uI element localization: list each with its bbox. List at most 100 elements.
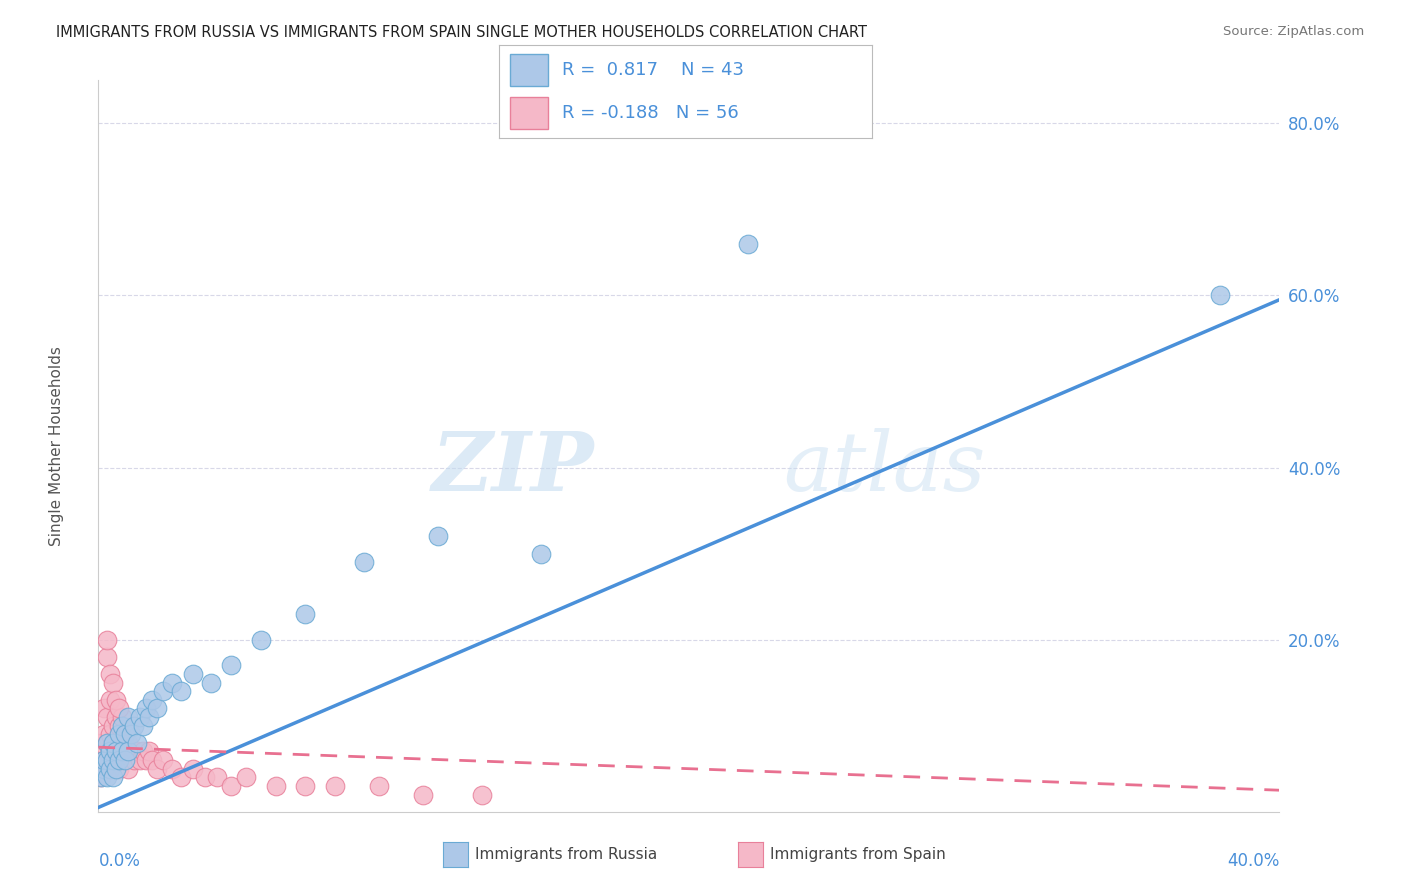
Point [98, 744, 121, 758]
Point [181, 762, 204, 776]
Text: R = -0.188   N = 56: R = -0.188 N = 56 [562, 104, 740, 122]
Point [141, 693, 163, 707]
Point [111, 719, 134, 733]
Point [105, 762, 128, 776]
Point [114, 736, 136, 750]
Point [205, 770, 228, 784]
Text: ZIP: ZIP [432, 428, 595, 508]
Point [135, 701, 157, 715]
Point [117, 710, 139, 724]
Point [90, 770, 112, 784]
Point [108, 719, 131, 733]
Point [98, 693, 121, 707]
Point [105, 736, 128, 750]
Point [294, 779, 316, 793]
Point [117, 762, 139, 776]
Point [353, 555, 375, 569]
Point [98, 762, 121, 776]
Point [114, 753, 136, 767]
Point [152, 684, 174, 698]
Point [128, 710, 150, 724]
Point [103, 753, 125, 767]
Point [138, 744, 160, 758]
Point [111, 736, 134, 750]
FancyBboxPatch shape [510, 54, 547, 86]
Point [105, 753, 128, 767]
Point [103, 762, 125, 776]
Point [170, 770, 193, 784]
Point [146, 701, 169, 715]
Point [132, 719, 155, 733]
FancyBboxPatch shape [510, 97, 547, 129]
Point [108, 762, 131, 776]
Point [125, 744, 148, 758]
Text: Source: ZipAtlas.com: Source: ZipAtlas.com [1223, 25, 1364, 38]
Point [108, 753, 131, 767]
Point [93, 701, 115, 715]
Point [737, 236, 759, 251]
Point [530, 547, 553, 561]
Text: 40.0%: 40.0% [1227, 852, 1279, 870]
Point [96, 762, 118, 776]
Text: atlas: atlas [783, 428, 986, 508]
Point [103, 719, 125, 733]
Text: IMMIGRANTS FROM RUSSIA VS IMMIGRANTS FROM SPAIN SINGLE MOTHER HOUSEHOLDS CORRELA: IMMIGRANTS FROM RUSSIA VS IMMIGRANTS FRO… [56, 25, 868, 40]
Point [162, 675, 183, 690]
Point [98, 753, 121, 767]
Point [93, 762, 115, 776]
Text: Single Mother Households: Single Mother Households [49, 346, 63, 546]
Text: 0.0%: 0.0% [98, 852, 141, 870]
Point [93, 753, 115, 767]
Point [103, 736, 125, 750]
Text: Immigrants from Spain: Immigrants from Spain [770, 847, 946, 862]
Point [412, 788, 434, 802]
Point [323, 779, 346, 793]
Point [117, 736, 139, 750]
Point [181, 667, 204, 681]
Point [105, 744, 128, 758]
Point [264, 779, 287, 793]
Point [368, 779, 391, 793]
Point [96, 649, 118, 664]
Point [120, 727, 142, 741]
Point [194, 770, 217, 784]
Point [138, 710, 160, 724]
Point [96, 710, 118, 724]
Text: R =  0.817    N = 43: R = 0.817 N = 43 [562, 61, 744, 78]
Point [162, 762, 183, 776]
Point [170, 684, 193, 698]
Point [117, 744, 139, 758]
Point [235, 770, 257, 784]
Point [108, 701, 131, 715]
Point [98, 727, 121, 741]
Point [146, 762, 169, 776]
Point [427, 529, 450, 543]
Point [96, 632, 118, 647]
Point [132, 744, 155, 758]
Point [471, 788, 494, 802]
Point [93, 753, 115, 767]
Point [221, 658, 243, 673]
Point [125, 736, 148, 750]
Point [114, 753, 136, 767]
Point [108, 727, 131, 741]
Point [294, 607, 316, 621]
Point [141, 753, 163, 767]
Point [96, 753, 118, 767]
Point [128, 753, 150, 767]
Point [90, 736, 112, 750]
Point [105, 710, 128, 724]
Point [108, 736, 131, 750]
Point [98, 667, 121, 681]
Point [103, 736, 125, 750]
Point [93, 727, 115, 741]
Text: Immigrants from Russia: Immigrants from Russia [475, 847, 658, 862]
Point [111, 710, 134, 724]
Point [120, 744, 142, 758]
Point [200, 675, 222, 690]
Point [135, 753, 157, 767]
Point [96, 736, 118, 750]
Point [1209, 288, 1232, 302]
Point [250, 632, 273, 647]
Point [96, 736, 118, 750]
